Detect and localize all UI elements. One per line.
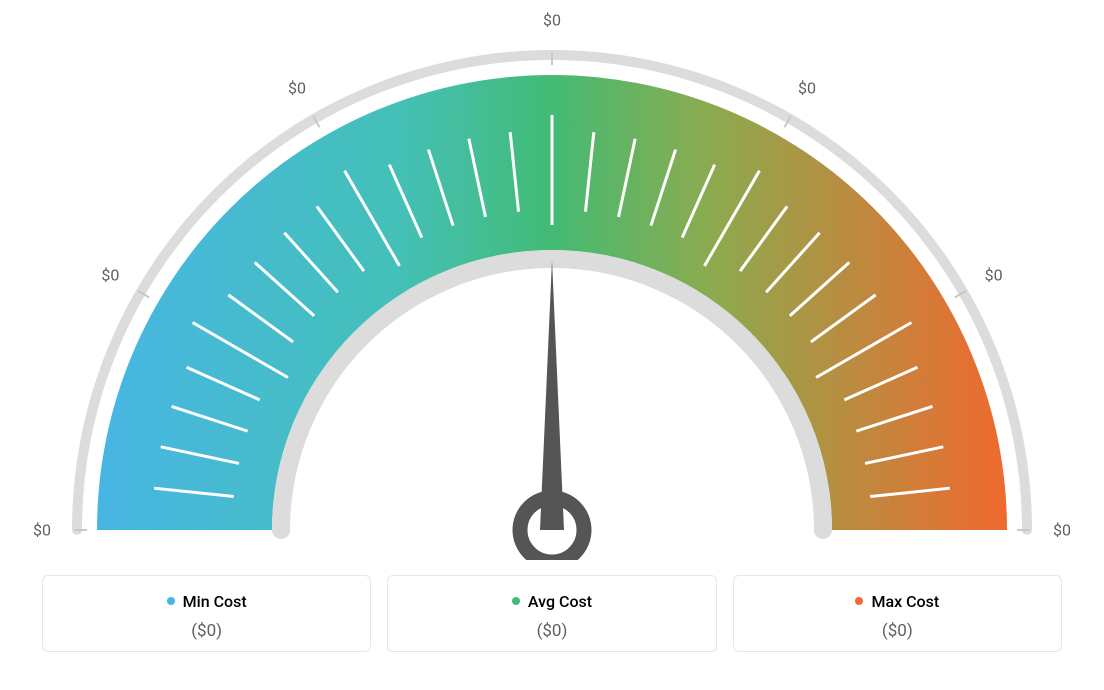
gauge-scale-label: $0 xyxy=(288,79,306,98)
gauge-scale-label: $0 xyxy=(798,79,816,98)
legend-card-max: Max Cost ($0) xyxy=(733,575,1062,652)
legend-card-avg: Avg Cost ($0) xyxy=(387,575,716,652)
legend-dot-avg xyxy=(512,597,520,605)
legend-title-max: Max Cost xyxy=(855,592,939,611)
legend-title-avg: Avg Cost xyxy=(512,592,592,611)
legend-dot-min xyxy=(167,597,175,605)
gauge-chart-container: $0 $0 $0 $0 $0 $0 $0 Min Cost ($0) Avg Cost ($… xyxy=(0,0,1104,690)
legend-title-min: Min Cost xyxy=(167,592,247,611)
legend-dot-max xyxy=(855,597,863,605)
legend-row: Min Cost ($0) Avg Cost ($0) Max Cost ($0… xyxy=(42,575,1062,652)
gauge-scale-label: $0 xyxy=(101,266,119,285)
legend-value-avg: ($0) xyxy=(400,621,703,641)
gauge-svg xyxy=(0,0,1104,560)
gauge-scale-label: $0 xyxy=(33,521,51,540)
gauge-scale-label: $0 xyxy=(543,11,561,30)
legend-card-min: Min Cost ($0) xyxy=(42,575,371,652)
gauge-scale-label: $0 xyxy=(985,266,1003,285)
legend-value-min: ($0) xyxy=(55,621,358,641)
legend-label-max: Max Cost xyxy=(871,592,939,611)
legend-label-min: Min Cost xyxy=(183,592,247,611)
gauge-scale-label: $0 xyxy=(1053,521,1071,540)
legend-value-max: ($0) xyxy=(746,621,1049,641)
legend-label-avg: Avg Cost xyxy=(528,592,592,611)
gauge-area: $0 $0 $0 $0 $0 $0 $0 xyxy=(0,0,1104,560)
